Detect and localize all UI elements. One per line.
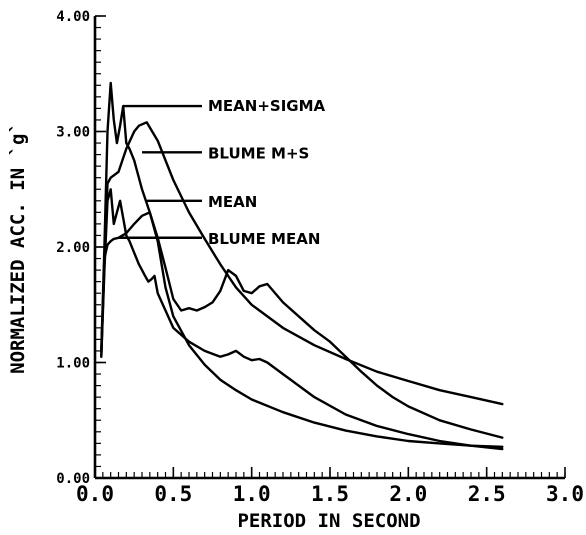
series-line-blume-mean xyxy=(100,211,504,448)
y-tick-label: 2.00 xyxy=(56,240,90,256)
x-tick-label: 2.5 xyxy=(468,482,506,506)
inline-legend: MEAN+SIGMA BLUME M+S MEAN BLUME MEAN xyxy=(118,97,326,248)
legend-label-mean: MEAN xyxy=(208,193,257,211)
y-tick-label: 4.00 xyxy=(56,9,90,25)
series-line-mean xyxy=(100,188,504,451)
legend-label-blume-m-s: BLUME M+S xyxy=(208,144,309,162)
series-line-mean-sigma xyxy=(100,81,504,439)
x-tick-label: 1.0 xyxy=(233,482,271,506)
x-tick-label: 0.0 xyxy=(76,482,114,506)
series-layer xyxy=(100,81,504,451)
x-tick-label: 1.5 xyxy=(311,482,349,506)
major-ticks xyxy=(94,15,566,479)
y-tick-label: 1.00 xyxy=(56,356,90,372)
plot-axes xyxy=(93,16,565,480)
y-tick-label: 3.00 xyxy=(56,125,90,141)
legend-label-blume-mean: BLUME MEAN xyxy=(208,230,320,248)
y-tick-label: 0.00 xyxy=(56,471,90,487)
x-axis-title: PERIOD IN SECOND xyxy=(237,510,420,532)
minor-ticks xyxy=(94,15,566,479)
x-tick-label: 3.0 xyxy=(546,482,584,506)
y-axis-title: NORMALIZED ACC. IN `g` xyxy=(7,122,29,374)
tick-labels: 0.0 0.5 1.0 1.5 2.0 2.5 3.0 0.00 1.00 2.00 3.00 4.0… xyxy=(56,9,584,506)
x-tick-label: 0.5 xyxy=(154,482,192,506)
legend-label-mean-sigma: MEAN+SIGMA xyxy=(208,97,326,115)
series-line-blume-m-s xyxy=(100,121,504,406)
x-tick-label: 2.0 xyxy=(389,482,427,506)
